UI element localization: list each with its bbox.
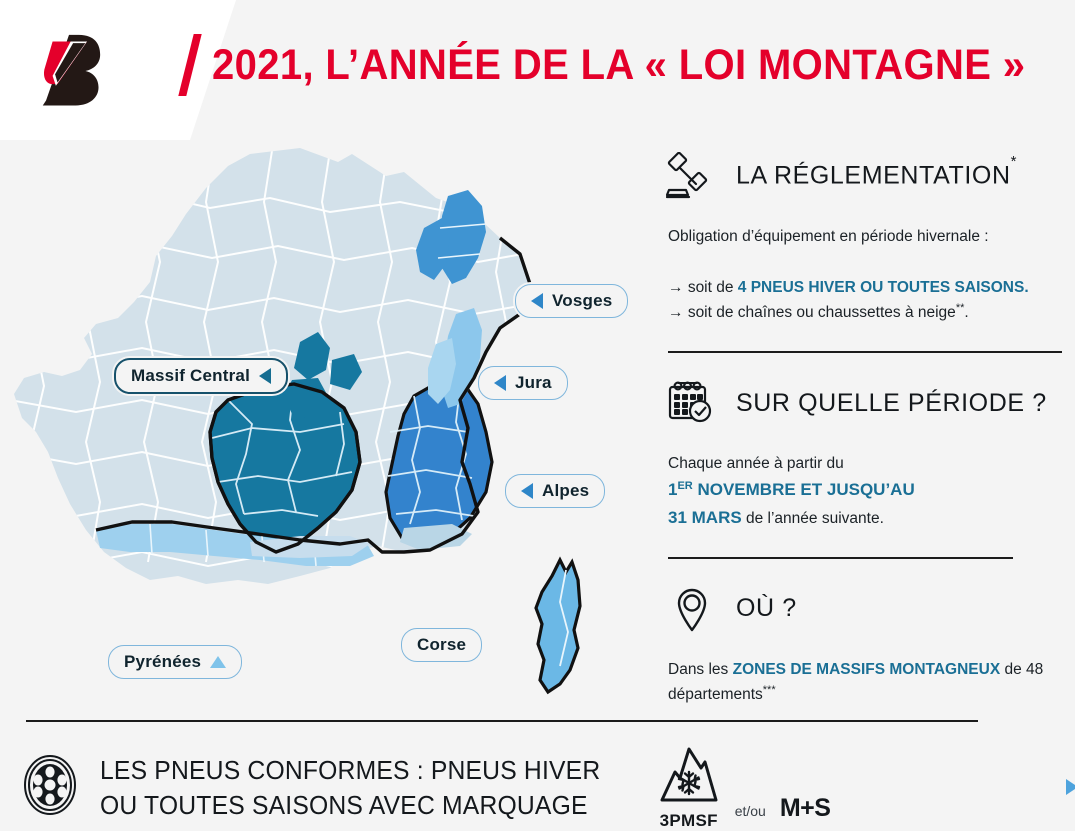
tire-marking-group: 3PMSF et/ou M+S [657,744,831,831]
tire-icon [22,754,78,821]
divider-2 [668,557,1013,559]
section-body: Obligation d’équipement en période hiver… [664,224,1068,325]
region-massif-central-outliers [284,332,362,420]
page-title: 2021, L’ANNÉE DE LA « LOI MONTAGNE » [212,40,1026,89]
section-title: LA RÉGLEMENTATION* [736,153,1017,190]
ou-lead: Dans les [668,660,733,678]
reglementation-intro: Obligation d’équipement en période hiver… [668,228,989,245]
bullet-sup: ** [955,302,965,315]
divider-1 [668,351,1062,354]
section-body: Dans les ZONES DE MASSIFS MONTAGNEUX de … [664,657,1068,707]
bullet-lead: soit de chaînes ou chaussettes à neige [687,304,956,322]
map-label-text: Pyrénées [124,652,202,671]
bridgestone-logo [42,34,101,106]
ou-text: Dans les ZONES DE MASSIFS MONTAGNEUX de … [668,657,1068,707]
section-title-sup: * [1010,153,1018,171]
ou-tail: de 48 départements [668,660,1044,704]
title-group: 2021, L’ANNÉE DE LA « LOI MONTAGNE » [178,34,1075,96]
periode-end-tail: de l’année suivante. [741,509,884,527]
ou-strong: ZONES DE MASSIFS MONTAGNEUX [732,660,1001,678]
arrow-glyph: → [668,279,684,297]
section-title: OÙ ? [736,594,797,623]
bullet-tail: . [964,304,969,322]
map-label-text: Alpes [542,481,590,500]
bullet-strong: 4 PNEUS HIVER OU TOUTES SAISONS. [737,279,1029,297]
ms-mark-label: M+S [779,794,831,822]
periode-end-date: 31 MARS [668,507,742,527]
region-vosges [416,190,487,284]
footer-line-2: OU TOUTES SAISONS AVEC MARQUAGE [100,789,588,820]
triangle-up-icon [210,656,227,668]
calendar-check-icon [664,377,720,429]
periode-day-sup: ER [677,480,693,493]
region-corse [534,556,582,695]
region-south-foothills [250,536,370,558]
footer-line-1: LES PNEUS CONFORMES : PNEUS HIVER [100,755,601,786]
header-white-panel [0,0,236,140]
arrow-glyph: → [668,304,684,322]
section-header: LA RÉGLEMENTATION* [664,150,1068,202]
triangle-left-icon [259,368,272,384]
map-label-vosges[interactable]: Vosges [515,284,629,318]
periode-line-1: Chaque année à partir du [668,455,844,473]
ou-sup: *** [762,683,776,696]
map-label-text: Jura [515,373,552,392]
footer-content: LES PNEUS CONFORMES : PNEUS HIVER OU TOU… [22,744,831,831]
map-panel: Vosges Massif Central Jura Alpes Corse P… [0,132,1075,795]
triangle-right-icon [1066,779,1075,795]
region-alpes-foothills [400,524,472,550]
footer-text-block: LES PNEUS CONFORMES : PNEUS HIVER OU TOU… [100,753,627,822]
france-map-svg [14,148,582,695]
reglementation-bullet-2: → soit de chaînes ou chaussettes à neige… [668,300,1068,325]
triangle-left-icon [521,483,533,499]
footer-divider [26,720,978,722]
header-bar: 2021, L’ANNÉE DE LA « LOI MONTAGNE » [0,0,1075,140]
3pmsf-label: 3PMSF [659,811,718,830]
section-title: SUR QUELLE PÉRIODE ? [736,389,1047,418]
periode-day: 1 [668,480,678,500]
footer-banner: LES PNEUS CONFORMES : PNEUS HIVER OU TOU… [0,712,1075,830]
map-label-massif-central[interactable]: Massif Central [114,358,289,394]
section-header: SUR QUELLE PÉRIODE ? [664,377,1068,429]
map-label-text: Vosges [552,291,613,310]
section-title-text: OÙ ? [736,594,797,623]
periode-line-2: 1ER NOVEMBRE ET JUSQU’AU [668,476,1068,504]
map-pin-icon [664,583,720,635]
conjunction-label: et/ou [734,803,766,819]
reglementation-bullet-1: → soit de 4 PNEUS HIVER OU TOUTES SAISON… [668,275,1068,300]
periode-line-3: 31 MARS de l’année suivante. [668,504,1068,532]
section-header: OÙ ? [664,583,1068,635]
bullet-lead: soit de [687,279,738,297]
mountain-snowflake-icon [660,747,718,802]
info-column: LA RÉGLEMENTATION* Obligation d’équipeme… [664,150,1068,707]
section-title-text: LA RÉGLEMENTATION [736,161,1011,190]
3pmsf-mark: 3PMSF [657,744,721,831]
section-ou: OÙ ? Dans les ZONES DE MASSIFS MONTAGNEU… [664,583,1068,707]
map-label-text: Massif Central [131,366,251,385]
periode-month: NOVEMBRE ET JUSQU’AU [692,480,915,500]
section-reglementation: LA RÉGLEMENTATION* Obligation d’équipeme… [664,150,1068,325]
section-body: Chaque année à partir du 1ER NOVEMBRE ET… [664,451,1068,531]
france-outline [95,236,532,554]
map-label-jura[interactable]: Jura [478,366,568,400]
triangle-left-icon [494,375,506,391]
map-label-alpes[interactable]: Alpes [505,474,606,508]
gavel-icon [664,150,720,202]
map-label-corse[interactable]: Corse [401,628,1075,795]
map-label-text: Corse [417,635,467,654]
map-label-pyrenees[interactable]: Pyrénées [108,645,243,679]
section-periode: SUR QUELLE PÉRIODE ? Chaque année à part… [664,377,1068,531]
triangle-left-icon [531,293,543,309]
section-title-text: SUR QUELLE PÉRIODE ? [736,388,1047,417]
